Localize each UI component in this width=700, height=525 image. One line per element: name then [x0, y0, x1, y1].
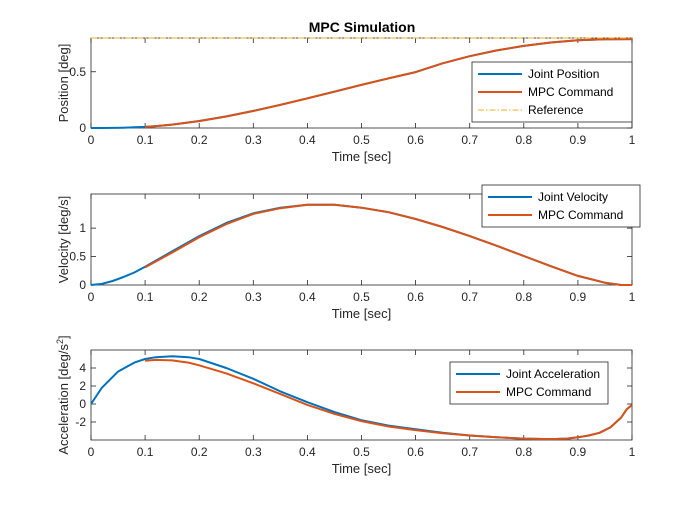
series-line-mpc-command: [144, 203, 632, 286]
subplot-acceleration: 0 0.1 0.2 0.3 0.4 0.5 0.6 0.7 0.8 0.9 1 -2 0 2 4 Time […: [55, 335, 636, 476]
x-tick-label: 0.7: [461, 133, 478, 147]
x-tick-label: 0.1: [137, 290, 154, 304]
legend-entry: Reference: [528, 103, 584, 117]
y-tick-label: -2: [75, 415, 86, 429]
x-tick-label: 0.6: [407, 445, 424, 459]
x-tick-label: 0.3: [245, 133, 262, 147]
figure-title: MPC Simulation: [309, 19, 416, 35]
x-tick-label: 0: [88, 133, 95, 147]
legend-entry: Joint Acceleration: [506, 367, 600, 381]
y-axis-label: Position [deg]: [56, 44, 71, 123]
x-tick-label: 0.2: [191, 290, 208, 304]
y-tick-label: 0: [79, 278, 86, 292]
y-tick-label: 0: [79, 397, 86, 411]
x-tick-label: 0.9: [570, 290, 587, 304]
series-line-mpc-command: [145, 358, 632, 441]
x-tick-label: 0.4: [299, 290, 316, 304]
x-tick-label: 1: [629, 133, 636, 147]
x-axis-label: Time [sec]: [332, 306, 391, 321]
subplot-position: 0 0.1 0.2 0.3 0.4 0.5 0.6 0.7 0.8 0.9 1 0 0.5 Time [s…: [56, 37, 636, 164]
x-tick-label: 0.9: [570, 133, 587, 147]
x-tick-label: 0.2: [191, 133, 208, 147]
series-line-mpc-command: [145, 38, 632, 128]
x-tick-label: 0.7: [461, 445, 478, 459]
x-tick-label: 0.6: [407, 290, 424, 304]
legend-box-2: [449, 361, 609, 405]
legend-entry: Joint Position: [528, 67, 599, 81]
x-tick-label: 0.7: [461, 290, 478, 304]
legend-entry: MPC Command: [506, 385, 591, 399]
legend-entry: MPC Command: [538, 208, 623, 222]
y-tick-label: 1: [79, 221, 86, 235]
x-tick-label: 0.4: [299, 445, 316, 459]
x-tick-label: 0.1: [137, 445, 154, 459]
x-tick-label: 0.5: [353, 290, 370, 304]
y-tick-label: 0.5: [69, 250, 86, 264]
x-tick-label: 0.3: [245, 290, 262, 304]
y-tick-label: 4: [79, 361, 86, 375]
x-tick-label: 0.4: [299, 133, 316, 147]
x-tick-label: 0.6: [407, 133, 424, 147]
x-tick-label: 0.3: [245, 445, 262, 459]
x-axis-label: Time [sec]: [332, 149, 391, 164]
x-tick-label: 1: [629, 445, 636, 459]
x-tick-label: 0: [88, 290, 95, 304]
x-tick-label: 0: [88, 445, 95, 459]
x-tick-label: 0.2: [191, 445, 208, 459]
legend-box-1: [481, 184, 641, 228]
y-tick-label: 2: [79, 379, 86, 393]
y-tick-label: 0.5: [69, 65, 86, 79]
x-tick-label: 0.5: [353, 133, 370, 147]
y-axis-label: Acceleration [deg/s2]: [55, 335, 71, 454]
y-axis-label: Velocity [deg/s]: [56, 196, 71, 283]
y-tick-label: 0: [79, 121, 86, 135]
x-tick-label: 0.5: [353, 445, 370, 459]
x-tick-label: 0.8: [515, 133, 532, 147]
x-tick-label: 0.8: [515, 445, 532, 459]
subplot-velocity: 0 0.1 0.2 0.3 0.4 0.5 0.6 0.7 0.8 0.9 1 0 0.5 1 Time […: [56, 184, 641, 321]
legend-entry: MPC Command: [528, 85, 613, 99]
x-tick-label: 0.9: [570, 445, 587, 459]
legend-entry: Joint Velocity: [538, 190, 608, 204]
x-tick-label: 0.8: [515, 290, 532, 304]
x-axis-label: Time [sec]: [332, 461, 391, 476]
x-tick-label: 0.1: [137, 133, 154, 147]
x-tick-label: 1: [629, 290, 636, 304]
